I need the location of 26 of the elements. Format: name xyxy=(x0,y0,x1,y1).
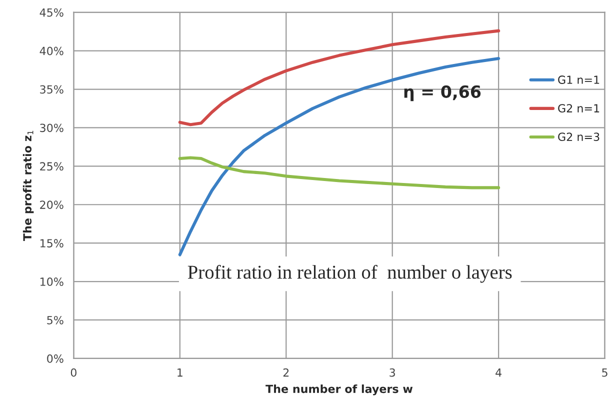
x-tick-label: 4 xyxy=(496,368,502,377)
legend-label: G2 n=1 xyxy=(558,104,600,112)
legend-label: G1 n=1 xyxy=(558,76,600,84)
x-tick-label: 0 xyxy=(70,368,76,377)
x-tick-label: 3 xyxy=(390,368,395,377)
y-tick-label: 20% xyxy=(40,200,64,210)
y-tick-label: 15% xyxy=(40,239,64,248)
x-tick-label: 5 xyxy=(602,368,608,377)
y-tick-label: 5% xyxy=(47,316,64,324)
annotation: η = 0,66 xyxy=(404,85,481,102)
y-tick-label: 40% xyxy=(40,46,64,56)
x-axis-title: The number of layers w xyxy=(266,384,413,396)
line-series xyxy=(178,29,500,126)
annotation: Profit ratio in relation of number o layers xyxy=(188,264,512,283)
x-tick-label: 1 xyxy=(178,368,182,377)
line-series xyxy=(178,56,500,256)
y-tick-label: 10% xyxy=(40,278,64,286)
legend-label: G2 n=3 xyxy=(558,132,600,142)
line-series xyxy=(178,156,500,190)
y-tick-label: 0% xyxy=(47,354,64,363)
y-axis-title: The profit ratio z$_{1}$ xyxy=(22,130,34,241)
y-tick-label: 45% xyxy=(40,8,64,17)
y-tick-label: 25% xyxy=(40,162,64,171)
y-tick-label: 30% xyxy=(40,124,64,132)
y-tick-label: 35% xyxy=(40,85,64,94)
x-tick-label: 2 xyxy=(283,368,289,377)
